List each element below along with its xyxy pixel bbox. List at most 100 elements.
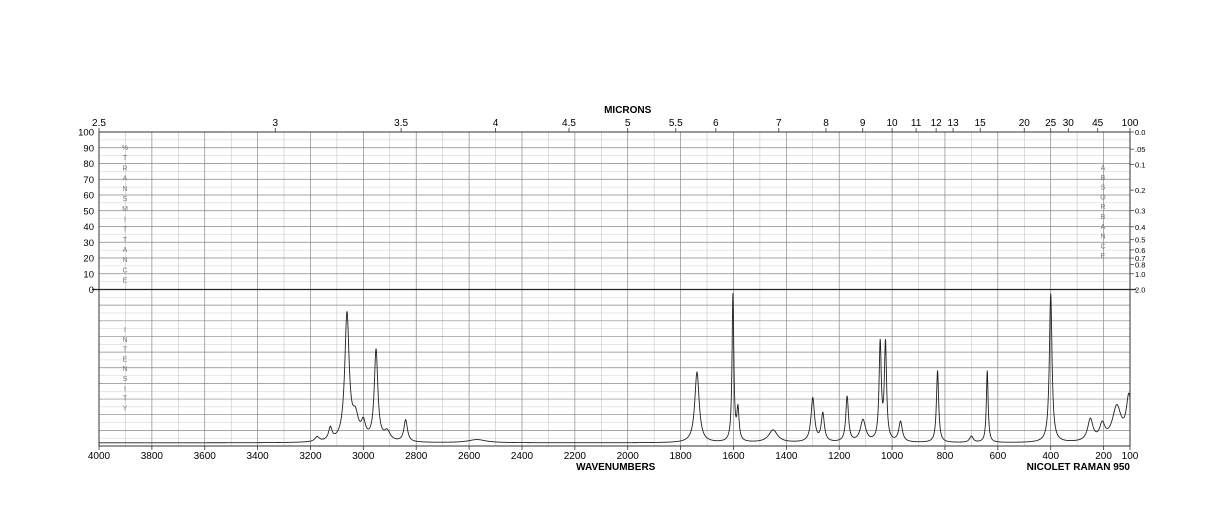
- absorbance-tick-label: 0.5: [1135, 236, 1145, 245]
- absorbance-tick-label: .05: [1135, 145, 1145, 154]
- axis-label-letter: B: [1101, 214, 1106, 221]
- micron-tick-label: 5.5: [669, 118, 683, 129]
- wavenumber-tick-label: 3000: [352, 451, 375, 462]
- wavenumber-tick-label: 400: [1042, 451, 1059, 462]
- wavenumber-tick-label: 1800: [669, 451, 692, 462]
- micron-tick-label: 5: [625, 118, 631, 129]
- axis-label-letter: C: [1100, 243, 1105, 250]
- axis-label-letter: T: [123, 155, 128, 162]
- micron-tick-label: 8: [823, 118, 829, 129]
- axis-label-letter: N: [122, 337, 127, 344]
- axis-label-letter: E: [123, 356, 128, 363]
- micron-tick-labels: 2.5 3 3.5 4 4.5 5 5.5 6 7 8 9 10 11 12 13 15 20 25 30 45 100: [92, 118, 1139, 132]
- axis-label-letter: A: [123, 176, 128, 183]
- wavenumber-tick-label: 200: [1095, 451, 1112, 462]
- wavenumber-tick-label: 2600: [458, 451, 481, 462]
- axis-label-letter: N: [122, 186, 127, 193]
- axis-label-letter: %: [122, 145, 128, 152]
- transmittance-tick-label: 30: [83, 238, 94, 249]
- micron-tick-label: 4.5: [562, 118, 576, 129]
- axis-label-letter: R: [1100, 204, 1105, 211]
- microns-axis-title: MICRONS: [604, 105, 652, 116]
- wavenumber-tick-label: 3800: [141, 451, 164, 462]
- absorbance-tick-label: 0.3: [1135, 207, 1145, 216]
- axis-label-letter: S: [1101, 185, 1106, 192]
- absorbance-tick-label: 0.0: [1135, 128, 1145, 137]
- axis-label-letter: Y: [123, 405, 128, 412]
- absorbance-tick-labels: 0.0 .05 0.1 0.2 0.3 0.4 0.50.60.70.81.0 2.0: [1130, 128, 1145, 295]
- axis-label-letter: N: [1100, 234, 1105, 241]
- absorbance-tick-label: 2.0: [1135, 286, 1145, 295]
- absorbance-tick-label: 0.1: [1135, 160, 1145, 169]
- absorbance-tick-label: 1.0: [1135, 270, 1145, 279]
- transmittance-tick-label: 40: [83, 222, 94, 233]
- micron-tick-label: 2.5: [92, 118, 106, 129]
- absorbance-tick-label: 0.2: [1135, 186, 1145, 195]
- micron-tick-label: 9: [860, 118, 866, 129]
- axis-label-letter: A: [123, 247, 128, 254]
- axis-label-letter: B: [1101, 175, 1106, 182]
- micron-tick-label: 45: [1092, 118, 1104, 129]
- wavenumber-tick-label: 1600: [722, 451, 745, 462]
- axis-label-letter: I: [124, 327, 126, 334]
- wavenumber-tick-label: 3600: [194, 451, 217, 462]
- instrument-label: NICOLET RAMAN 950: [1027, 462, 1131, 473]
- wavenumber-tick-label: 100: [1122, 451, 1139, 462]
- absorbance-tick-label: 0.4: [1135, 223, 1145, 232]
- axis-label-letter: A: [1101, 224, 1106, 231]
- micron-tick-label: 10: [887, 118, 899, 129]
- wavenumber-tick-labels: 4000 3800 3600 3400 3200 3000 2800 2600 2400 2200…: [88, 446, 1139, 462]
- axis-label-letter: I: [124, 216, 126, 223]
- transmittance-tick-label: 20: [83, 254, 94, 265]
- transmittance-tick-label: 0: [89, 285, 94, 296]
- transmittance-tick-label: 100: [78, 128, 94, 139]
- axis-label-letter: T: [123, 396, 128, 403]
- axis-label-letter: R: [122, 165, 127, 172]
- wavenumber-tick-label: 2800: [405, 451, 428, 462]
- axis-label-letter: S: [123, 376, 128, 383]
- transmittance-tick-label: 50: [83, 206, 94, 217]
- axis-label-letter: T: [123, 347, 128, 354]
- micron-tick-label: 4: [493, 118, 499, 129]
- x-axis-title: WAVENUMBERS: [576, 462, 656, 473]
- micron-tick-label: 7: [776, 118, 782, 129]
- absorbance-tick-label: 0.6: [1135, 246, 1145, 255]
- micron-tick-label: 20: [1019, 118, 1031, 129]
- wavenumber-tick-label: 800: [937, 451, 954, 462]
- wavenumber-tick-label: 1400: [775, 451, 798, 462]
- transmittance-tick-label: 60: [83, 191, 94, 202]
- absorbance-tick-label: 0.7: [1135, 254, 1145, 263]
- wavenumber-tick-label: 4000: [88, 451, 111, 462]
- micron-tick-label: 6: [713, 118, 719, 129]
- wavenumber-tick-label: 2400: [511, 451, 534, 462]
- axis-label-letter: E: [1101, 253, 1106, 260]
- transmittance-tick-label: 90: [83, 143, 94, 154]
- axis-label-letter: C: [122, 267, 127, 274]
- axis-label-letter: N: [122, 257, 127, 264]
- transmittance-tick-label: 10: [83, 269, 94, 280]
- micron-tick-label: 12: [931, 118, 943, 129]
- micron-tick-label: 3.5: [394, 118, 408, 129]
- axis-label-letter: S: [123, 196, 128, 203]
- axis-label-letter: N: [122, 366, 127, 373]
- axis-label-letter: O: [1100, 194, 1106, 201]
- axis-label-letter: A: [1101, 165, 1106, 172]
- wavenumber-tick-label: 2000: [617, 451, 640, 462]
- micron-tick-label: 3: [272, 118, 278, 129]
- micron-tick-label: 11: [911, 118, 922, 129]
- micron-tick-label: 13: [948, 118, 960, 129]
- micron-tick-label: 15: [975, 118, 987, 129]
- axis-label-letter: M: [122, 206, 128, 213]
- axis-label-letter: T: [123, 237, 128, 244]
- axis-label-letter: E: [123, 278, 128, 285]
- axis-label-letter: T: [123, 227, 128, 234]
- absorbance-tick-label: 0.8: [1135, 261, 1145, 270]
- axis-label-letter: I: [124, 386, 126, 393]
- micron-tick-label: 30: [1063, 118, 1075, 129]
- wavenumber-tick-label: 3200: [299, 451, 322, 462]
